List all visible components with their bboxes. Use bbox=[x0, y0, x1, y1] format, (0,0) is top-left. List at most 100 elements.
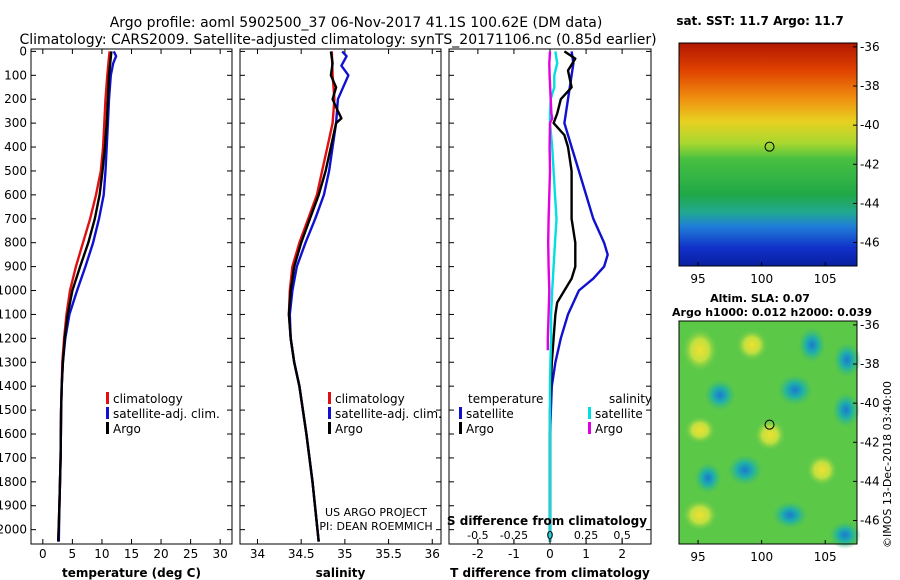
sla-feature bbox=[833, 342, 861, 378]
depth-axis: 0 100 200 300 400 500 600 700 800 900 1000 1100 1200… bbox=[0, 44, 27, 536]
s-tick-label: -0.25 bbox=[500, 529, 528, 542]
sst-map-title: sat. SST: 11.7 Argo: 11.7 bbox=[676, 14, 843, 28]
x-tick-label: 10 bbox=[94, 547, 109, 561]
x-tick-label: 1 bbox=[582, 547, 590, 561]
depth-tick-label: 1900 bbox=[0, 499, 27, 513]
figure-title-line1: Argo profile: aoml 5902500_37 06-Nov-201… bbox=[110, 15, 603, 31]
map-x-tick-label: 105 bbox=[814, 272, 837, 286]
map-y-tick-label: -46 bbox=[860, 514, 880, 528]
profile-location-marker bbox=[764, 419, 775, 430]
map-y-tick-label: -44 bbox=[860, 196, 880, 210]
map-y-tick-label: -44 bbox=[860, 474, 880, 488]
legend-label: satellite-adj. clim. bbox=[113, 407, 220, 421]
x-tick-label: -1 bbox=[508, 547, 520, 561]
legend-swatch-climatology bbox=[328, 392, 331, 404]
sla-feature bbox=[682, 499, 718, 531]
x-tick-label: 2 bbox=[618, 547, 626, 561]
sla-feature bbox=[682, 328, 718, 372]
temperature-chart: 0 5 10 15 20 25 30 temperature (deg C) bbox=[31, 49, 232, 580]
sla-map-axes: 95 100 105 -36 -38 -40 -42 -44 -46 bbox=[690, 318, 879, 564]
legend-label: Argo bbox=[595, 422, 623, 436]
x-axis-title: temperature (deg C) bbox=[62, 566, 201, 580]
x-tick-label: 30 bbox=[213, 547, 228, 561]
legend-swatch-argo bbox=[106, 422, 109, 434]
map-y-tick-label: -42 bbox=[860, 157, 880, 171]
map-y-tick-label: -36 bbox=[860, 318, 880, 332]
sla-feature bbox=[777, 374, 813, 406]
depth-tick-label: 100 bbox=[4, 68, 27, 82]
sla-feature bbox=[806, 454, 838, 486]
legend-label: climatology bbox=[335, 392, 405, 406]
depth-tick-label: 700 bbox=[4, 212, 27, 226]
s-tick-label: -0.5 bbox=[467, 529, 488, 542]
pi-label: PI: DEAN ROEMMICH bbox=[319, 520, 432, 533]
x-tick-label: 20 bbox=[153, 547, 168, 561]
depth-tick-label: 1800 bbox=[0, 475, 27, 489]
x-axis-title: salinity bbox=[316, 566, 366, 580]
legend-swatch-satellite bbox=[328, 407, 331, 419]
x-tick-label: 5 bbox=[69, 547, 77, 561]
series-line-climatology bbox=[57, 51, 111, 542]
depth-tick-label: 400 bbox=[4, 140, 27, 154]
legend-swatch-s-satellite bbox=[588, 407, 591, 419]
series-line-t-argo bbox=[548, 50, 577, 542]
legend-title-salinity: salinity bbox=[609, 392, 652, 406]
depth-tick-label: 800 bbox=[4, 236, 27, 250]
legend-label: Argo bbox=[335, 422, 363, 436]
legend-title-temperature: temperature bbox=[468, 392, 543, 406]
x-tick-label: 25 bbox=[183, 547, 198, 561]
depth-tick-label: 200 bbox=[4, 92, 27, 106]
x-tick-label: 0 bbox=[39, 547, 47, 561]
depth-tick-label: 1700 bbox=[0, 451, 27, 465]
depth-tick-label: 1200 bbox=[0, 331, 27, 345]
sla-map-title-line2: Argo h1000: 0.012 h2000: 0.039 bbox=[672, 306, 872, 319]
legend-swatch-climatology bbox=[106, 392, 109, 404]
difference-chart: -2 -1 0 1 2 T difference from climatology -0.5… bbox=[449, 49, 651, 580]
sla-feature bbox=[694, 462, 722, 494]
depth-tick-label: 500 bbox=[4, 164, 27, 178]
legend-label: climatology bbox=[113, 392, 183, 406]
map-x-tick-label: 100 bbox=[750, 272, 773, 286]
legend-swatch-t-argo bbox=[459, 422, 462, 434]
map-y-tick-label: -36 bbox=[860, 40, 880, 54]
sla-feature bbox=[832, 392, 860, 428]
depth-tick-label: 1500 bbox=[0, 403, 27, 417]
depth-tick-label: 1100 bbox=[0, 307, 27, 321]
sst-map-axes: 95 100 105 -36 -38 -40 -42 -44 -46 bbox=[690, 40, 879, 286]
legend-swatch-s-argo bbox=[588, 422, 591, 434]
sla-map bbox=[678, 320, 861, 549]
salinity-chart: 34 34.5 35 35.5 36 salinity bbox=[240, 49, 441, 580]
profile-location-marker bbox=[764, 141, 775, 152]
map-x-tick-label: 100 bbox=[750, 550, 773, 564]
s-tick-label: 0.25 bbox=[574, 529, 599, 542]
depth-tick-label: 900 bbox=[4, 260, 27, 274]
legend-label: satellite bbox=[595, 407, 643, 421]
map-x-tick-label: 105 bbox=[814, 550, 837, 564]
sst-map bbox=[678, 42, 858, 267]
series-line-s-satellite bbox=[548, 51, 559, 542]
salinity-legend: climatology satellite-adj. clim. Argo bbox=[328, 392, 442, 436]
x-tick-label: 35.5 bbox=[375, 547, 402, 561]
depth-tick-label: 1400 bbox=[0, 379, 27, 393]
imos-credit: ©IMOS 13-Dec-2018 03:40:00 bbox=[881, 381, 894, 548]
map-y-tick-label: -40 bbox=[860, 396, 880, 410]
map-x-tick-label: 95 bbox=[690, 550, 705, 564]
depth-tick-label: 2000 bbox=[0, 523, 27, 537]
s-tick-label: 0.5 bbox=[613, 529, 631, 542]
series-line-t-satellite bbox=[548, 51, 609, 542]
sla-map-title-line1: Altim. SLA: 0.07 bbox=[710, 292, 810, 305]
series-line-satellite-adj-clim- bbox=[288, 50, 350, 542]
map-y-tick-label: -40 bbox=[860, 118, 880, 132]
map-y-tick-label: -38 bbox=[860, 357, 880, 371]
x-tick-label: 36 bbox=[425, 547, 440, 561]
sla-feature bbox=[684, 416, 716, 444]
project-label: US ARGO PROJECT bbox=[325, 506, 427, 519]
depth-tick-label: 1600 bbox=[0, 427, 27, 441]
difference-legend: temperature satellite Argo salinity sate… bbox=[459, 392, 652, 436]
sla-feature bbox=[798, 327, 826, 363]
x-tick-label: 35 bbox=[337, 547, 352, 561]
depth-tick-label: 300 bbox=[4, 116, 27, 130]
s-difference-axis-title: S difference from climatology bbox=[447, 514, 647, 528]
figure-title-line2: Climatology: CARS2009. Satellite-adjuste… bbox=[19, 32, 656, 48]
